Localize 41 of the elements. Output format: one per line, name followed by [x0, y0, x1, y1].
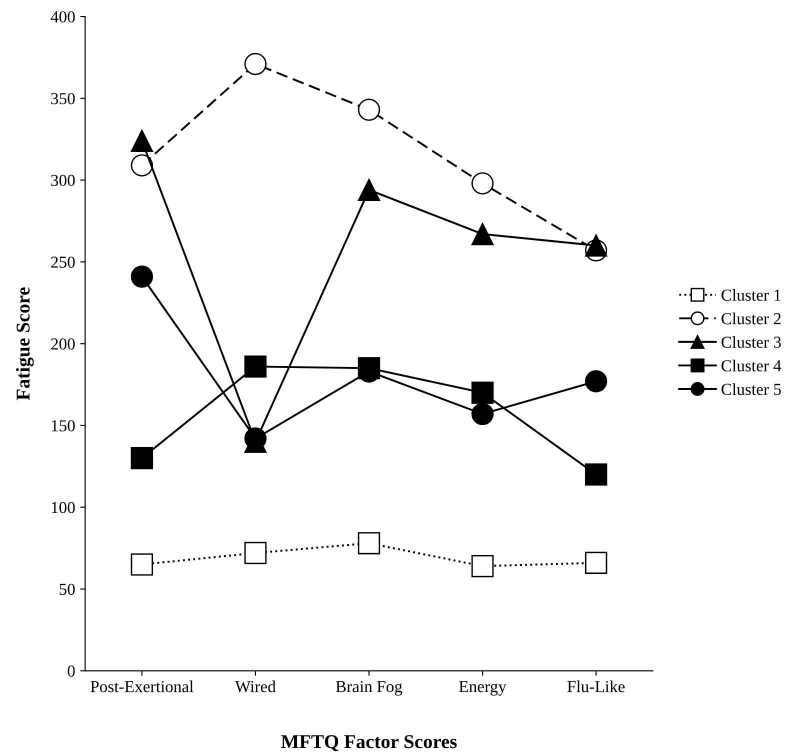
point	[584, 463, 608, 486]
point	[471, 554, 494, 578]
legend-label: Cluster 4	[722, 360, 782, 372]
x-axis-title: MFTQ Factor Scores	[281, 735, 457, 752]
point	[471, 382, 494, 404]
point	[130, 154, 154, 176]
point	[244, 52, 267, 76]
y-tick-label: 100	[52, 502, 75, 514]
point	[584, 552, 608, 574]
point	[471, 172, 494, 194]
point	[358, 98, 380, 121]
point	[130, 447, 154, 470]
legend-label: Cluster 2	[722, 312, 781, 324]
y-tick-label: 200	[51, 338, 75, 350]
x-tick-label: Brain Fog	[336, 680, 402, 696]
y-tick-label: 300	[51, 174, 75, 186]
x-tick-label: Wired	[234, 680, 276, 692]
x-tick-label: Post-Exertional	[90, 680, 194, 692]
point	[130, 553, 154, 576]
x-tick-label: Flu-Like	[567, 680, 625, 692]
point	[584, 234, 608, 257]
point	[471, 222, 494, 246]
y-tick-label: 350	[51, 93, 75, 104]
y-axis-title: Fatigue Score	[16, 287, 34, 400]
legend-label: Cluster 3	[722, 336, 781, 348]
legend-label: Cluster 5	[722, 383, 781, 395]
point	[244, 355, 267, 378]
point	[130, 130, 154, 152]
y-tick-label: 400	[50, 11, 75, 22]
y-tick-label: 250	[51, 256, 75, 268]
point	[244, 542, 267, 564]
y-tick-label: 150	[52, 420, 75, 432]
point	[471, 402, 494, 426]
y-tick-label: 50	[60, 584, 75, 595]
point	[584, 370, 608, 392]
y-tick-label: 0	[68, 665, 75, 677]
point	[130, 265, 154, 288]
point	[358, 178, 380, 202]
legend-label: Cluster 1	[722, 289, 781, 301]
point	[358, 532, 380, 554]
x-tick-label: Energy	[459, 681, 506, 696]
